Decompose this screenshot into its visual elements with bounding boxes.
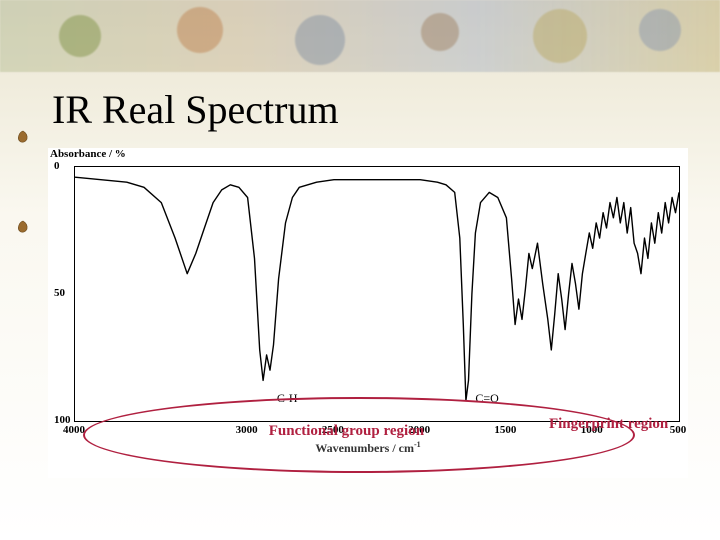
x-tick: 4000 — [63, 424, 85, 436]
y-tick: 50 — [54, 287, 65, 299]
x-tick: 500 — [670, 424, 687, 436]
leaf-bullet-icon — [16, 130, 30, 144]
spectrum-line — [75, 167, 679, 421]
ir-spectrum-chart: Absorbance / % 050100 C-HC=O 40003000250… — [48, 148, 688, 478]
fingerprint-label: Fingerprint region — [549, 416, 668, 433]
y-axis-label: Absorbance / % — [50, 148, 126, 160]
decorative-header-band — [0, 0, 720, 72]
leaf-bullet-icon — [16, 220, 30, 234]
bullet-decor — [16, 130, 30, 234]
slide: IR Real Spectrum Absorbance / % 050100 C… — [0, 0, 720, 540]
y-tick: 0 — [54, 160, 60, 172]
slide-title: IR Real Spectrum — [52, 86, 339, 133]
functional-group-label: Functional group region — [269, 423, 424, 440]
plot-area: C-HC=O — [74, 166, 680, 422]
